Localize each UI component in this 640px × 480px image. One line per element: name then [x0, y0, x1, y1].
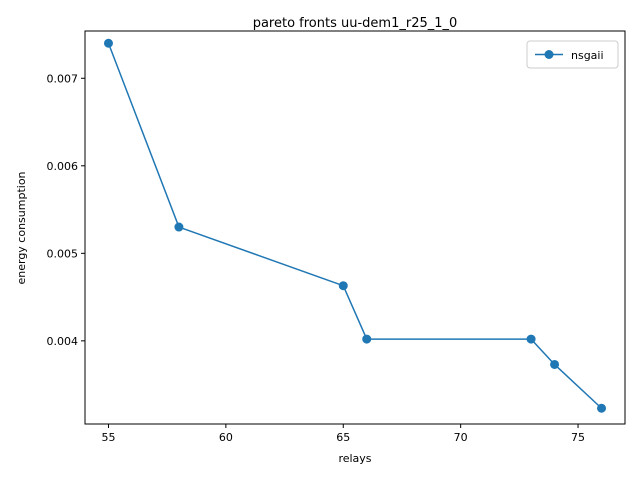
x-axis-ticks: 55 60 65 70 75	[101, 424, 585, 444]
y-tick-label: 0.006	[47, 160, 79, 173]
data-point	[362, 334, 372, 344]
x-tick-label: 65	[336, 431, 350, 444]
plot-area	[84, 30, 626, 425]
legend: nsgaii	[526, 40, 619, 69]
series-layer	[103, 38, 607, 413]
y-axis-label: energy consumption	[15, 171, 28, 284]
y-tick-label: 0.004	[47, 335, 79, 348]
x-tick-label: 60	[219, 431, 233, 444]
x-tick-label: 75	[571, 431, 585, 444]
x-tick-label: 70	[454, 431, 468, 444]
legend-box	[526, 40, 619, 69]
data-point	[103, 38, 113, 48]
x-axis-label: relays	[338, 452, 371, 465]
data-point	[338, 281, 348, 291]
legend-series-label: nsgaii	[571, 49, 604, 62]
data-point	[526, 334, 536, 344]
chart-title: pareto fronts uu-dem1_r25_1_0	[253, 16, 458, 31]
x-tick-label: 55	[101, 431, 115, 444]
data-point	[550, 359, 560, 369]
legend-series-marker	[544, 50, 554, 59]
data-point	[174, 222, 184, 232]
data-point	[597, 403, 607, 413]
y-axis-ticks: 0.004 0.005 0.006 0.007	[47, 72, 85, 348]
y-tick-label: 0.007	[47, 72, 79, 85]
y-tick-label: 0.005	[47, 247, 79, 260]
